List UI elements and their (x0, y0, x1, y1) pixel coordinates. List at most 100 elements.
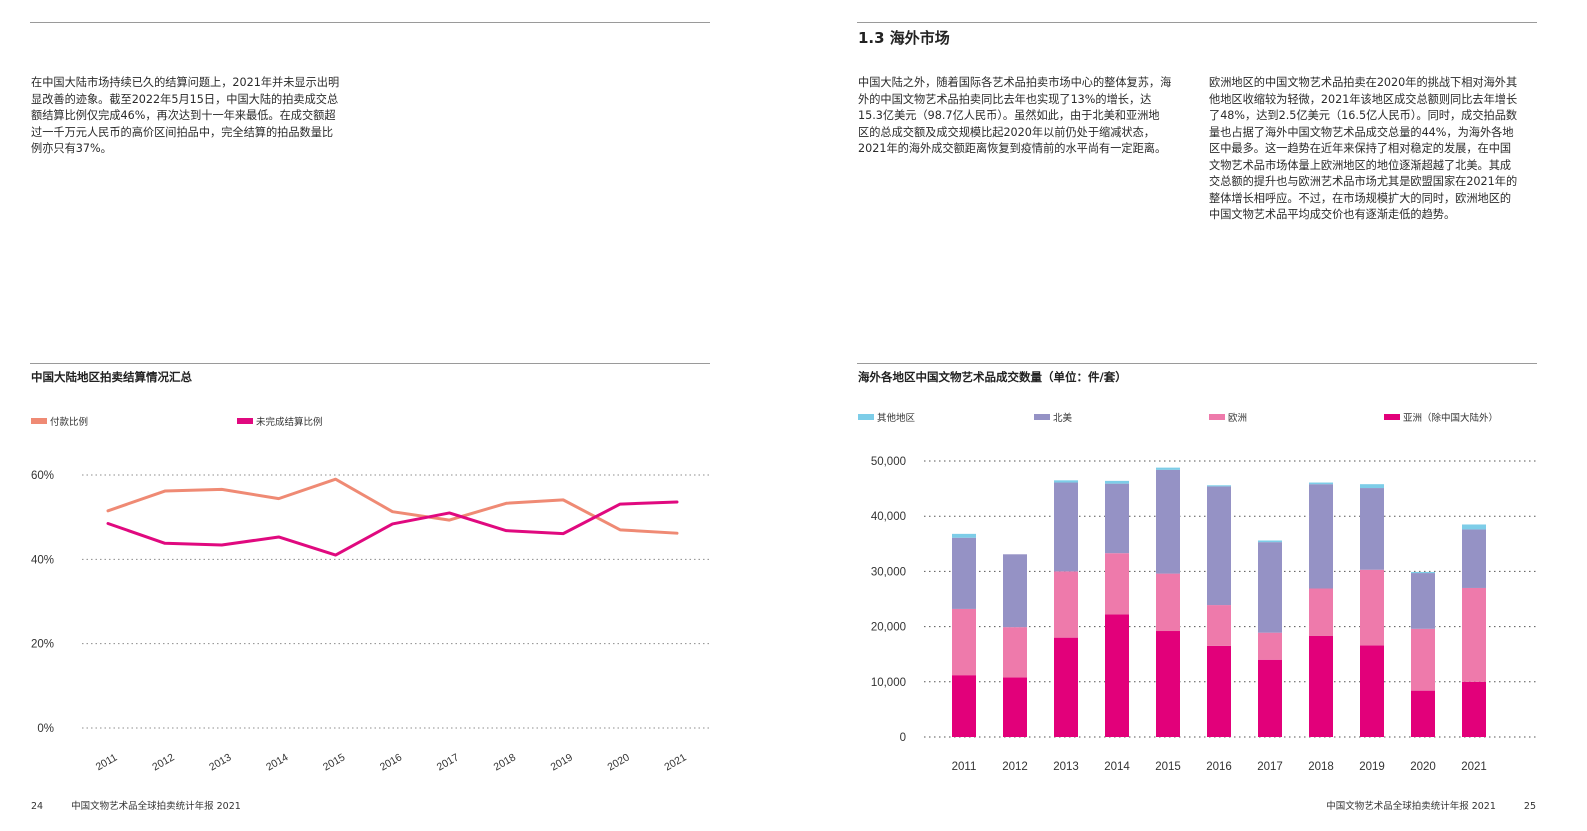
bar-segment (1462, 681, 1486, 737)
legend-item-other: 其他地区 (858, 410, 915, 424)
bar-segment (952, 533, 976, 538)
line-chart-title: 中国大陆地区拍卖结算情况汇总 (31, 370, 192, 384)
right-footer: 中国文物艺术品全球拍卖统计年报 2021 25 (1326, 798, 1536, 812)
x-tick-label: 2013 (207, 751, 233, 773)
bar-chart-title: 海外各地区中国文物艺术品成交数量（单位：件/套） (858, 370, 1127, 384)
series-line (106, 500, 679, 557)
x-tick-label: 2015 (1155, 761, 1181, 773)
right-paragraph-col2: 欧洲地区的中国文物艺术品拍卖在2020年的挑战下相对海外其 他地区收缩较为轻微，… (1209, 75, 1517, 224)
legend-label: 其他地区 (877, 413, 916, 424)
bar-segment (1258, 542, 1282, 633)
legend-item-north-america: 北美 (1034, 410, 1072, 424)
bar-segment (1360, 488, 1384, 570)
text-line: 他地区收缩较为轻微，2021年该地区成交总额则同比去年增长 (1209, 92, 1518, 106)
line-chart: 0% 20% 40% 60% 2011 2012 2013 2014 2015 2016 2017 2… (31, 470, 710, 773)
bar-segment (1462, 529, 1486, 588)
bar-segment (952, 608, 976, 676)
x-tick-label: 2017 (1257, 761, 1283, 773)
left-top-rule (30, 22, 710, 23)
bar-segment (1411, 690, 1435, 737)
bar-segment (1411, 628, 1435, 691)
x-tick-label: 2020 (605, 751, 631, 773)
text-line: 区的总成交额及成交规模比起2020年以前仍处于缩减状态， (858, 125, 1155, 139)
bar-segment (1054, 571, 1078, 638)
series-line (106, 477, 679, 535)
text-line: 欧洲地区的中国文物艺术品拍卖在2020年的挑战下相对海外其 (1209, 76, 1518, 89)
bar-segment (1105, 480, 1129, 484)
footer-title: 中国文物艺术品全球拍卖统计年报 2021 (1326, 801, 1496, 812)
bar-segment (1156, 631, 1180, 737)
legend-swatch (31, 418, 47, 424)
text-line: 文物艺术品市场体量上欧洲地区的地位逐渐超越了北美。其成 (1209, 158, 1512, 172)
text-line: 过一千万元人民币的高价区间拍品中，完全结算的拍品数量比 (31, 125, 334, 139)
bar-segment (1411, 573, 1435, 629)
page-number: 24 (31, 801, 44, 812)
bar-segment (1309, 484, 1333, 589)
y-tick-label: 10,000 (871, 677, 906, 689)
bar-segment (1258, 540, 1282, 543)
bar-segment (1003, 627, 1027, 678)
x-tick-label: 2015 (321, 751, 347, 773)
bar-segment (1003, 554, 1027, 628)
footer-title: 中国文物艺术品全球拍卖统计年报 2021 (71, 801, 241, 812)
legend-swatch (1384, 414, 1400, 420)
bar-segment (1054, 480, 1078, 483)
section-title: 1.3 海外市场 (858, 29, 950, 47)
y-tick-label: 50,000 (871, 456, 906, 468)
legend-label: 付款比例 (50, 417, 89, 428)
bar-segment (1360, 569, 1384, 646)
x-tick-label: 2012 (1002, 761, 1028, 773)
bar-segment (1105, 553, 1129, 615)
y-tick-label: 0 (900, 732, 906, 744)
text-line: 15.3亿美元（98.7亿人民币）。虽然如此，由于北美和亚洲地 (858, 109, 1160, 122)
text-line: 区中最多。这一趋势在近年来保持了相对稳定的发展，在中国 (1209, 142, 1512, 155)
legend-label: 未完成结算比例 (256, 417, 323, 428)
legend-swatch (858, 414, 874, 420)
bar-segment (1105, 483, 1129, 554)
bar-segment (1207, 645, 1231, 737)
text-line: 显改善的迹象。截至2022年5月15日，中国大陆的拍卖成交总 (31, 92, 339, 106)
y-tick-label: 40% (31, 554, 54, 566)
bar-segment (1462, 524, 1486, 530)
x-tick-label: 2021 (1461, 761, 1487, 773)
bar-segment (1054, 637, 1078, 737)
left-footer: 24 中国文物艺术品全球拍卖统计年报 2021 (31, 798, 241, 812)
right-chart-rule (857, 363, 1537, 364)
x-tick-label: 2018 (492, 751, 518, 773)
legend-item-asia: 亚洲（除中国大陆外） (1384, 410, 1498, 424)
text-line: 在中国大陆市场持续已久的结算问题上，2021年并未显示出明 (31, 76, 340, 89)
legend-item-europe: 欧洲 (1209, 410, 1247, 424)
bar-segment (1105, 614, 1129, 737)
bar-segment (1207, 605, 1231, 646)
legend-label: 欧洲 (1228, 413, 1248, 424)
y-tick-label: 60% (31, 470, 54, 482)
legend-label: 亚洲（除中国大陆外） (1403, 413, 1499, 424)
text-line: 中国文物艺术品平均成交价也有逐渐走低的趋势。 (1209, 208, 1456, 221)
bar-segment (1003, 677, 1027, 737)
legend-label: 北美 (1053, 413, 1073, 424)
bar-segment (1462, 587, 1486, 682)
bar-segment (1309, 482, 1333, 485)
x-tick-label: 2020 (1410, 761, 1436, 773)
x-tick-label: 2011 (952, 761, 977, 773)
text-line: 例亦只有37%。 (31, 142, 112, 155)
x-tick-label: 2012 (150, 751, 176, 773)
page-number: 25 (1523, 801, 1536, 812)
bar-segment (1207, 486, 1231, 606)
text-line: 量也占据了海外中国文物艺术品成交总量的44%，为海外各地 (1209, 125, 1514, 139)
bar-segment (1309, 635, 1333, 737)
bar-segment (1360, 645, 1384, 737)
x-tick-label: 2021 (662, 751, 688, 773)
bar-segment (1258, 632, 1282, 660)
x-tick-label: 2018 (1308, 761, 1334, 773)
x-tick-label: 2014 (264, 751, 290, 773)
bar-segment (1054, 482, 1078, 572)
text-line: 中国大陆之外，随着国际各艺术品拍卖市场中心的整体复苏，海 (858, 76, 1172, 89)
y-tick-label: 20,000 (871, 622, 906, 634)
text-line: 整体增长相呼应。不过，在市场规模扩大的同时，欧洲地区的 (1209, 191, 1512, 205)
y-tick-label: 20% (31, 639, 54, 651)
bar-segment (952, 537, 976, 609)
y-tick-label: 0% (37, 723, 54, 735)
left-intro-paragraph: 在中国大陆市场持续已久的结算问题上，2021年并未显示出明 显改善的迹象。截至2… (31, 75, 339, 158)
x-tick-label: 2019 (1359, 761, 1385, 773)
